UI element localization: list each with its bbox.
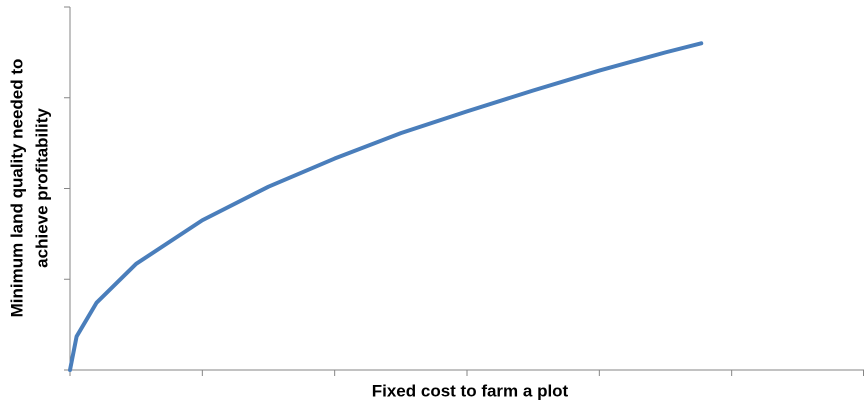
data-line bbox=[68, 41, 704, 372]
x-axis-label: Fixed cost to farm a plot bbox=[372, 381, 569, 400]
y-axis-label: achieve profitability bbox=[32, 108, 51, 268]
y-axis-label: Minimum land quality needed to bbox=[7, 59, 26, 318]
